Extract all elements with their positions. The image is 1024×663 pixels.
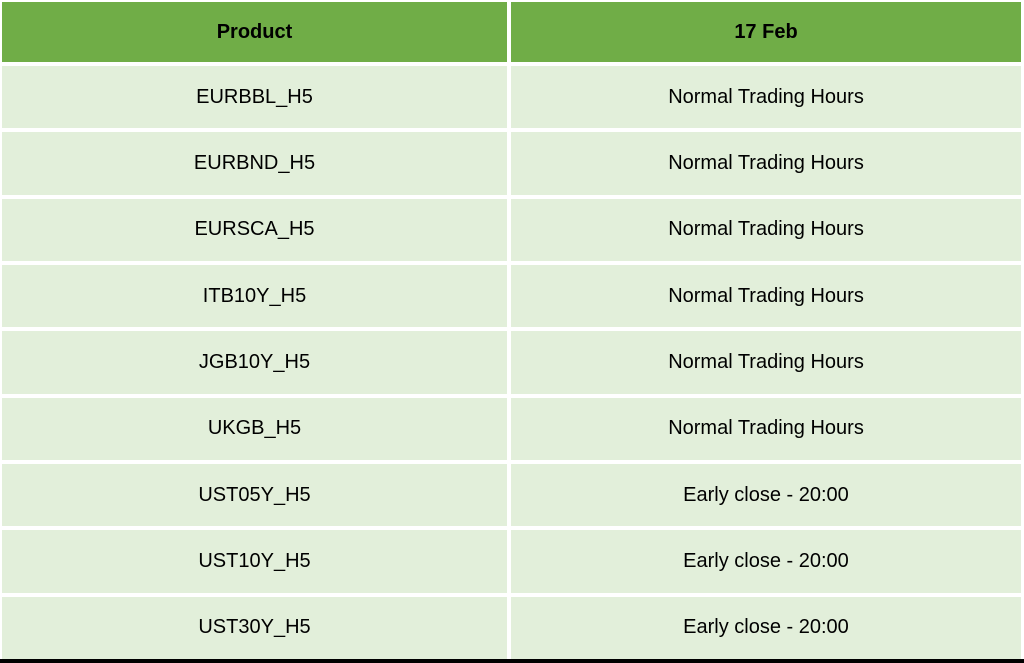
hours-cell: Normal Trading Hours	[511, 66, 1021, 129]
product-cell: EURBBL_H5	[2, 66, 507, 129]
product-cell: UKGB_H5	[2, 397, 507, 460]
hours-cell: Normal Trading Hours	[511, 198, 1021, 261]
bottom-border	[0, 659, 1024, 663]
hours-cell: Early close - 20:00	[511, 530, 1021, 593]
hours-cell: Normal Trading Hours	[511, 331, 1021, 394]
column-header-product: Product	[2, 2, 507, 62]
product-cell: EURBND_H5	[2, 132, 507, 195]
hours-cell: Early close - 20:00	[511, 463, 1021, 527]
column-header-date: 17 Feb	[511, 2, 1021, 62]
hours-cell: Normal Trading Hours	[511, 132, 1021, 195]
hours-cell: Early close - 20:00	[511, 596, 1021, 659]
product-cell: EURSCA_H5	[2, 198, 507, 261]
product-cell: UST30Y_H5	[2, 596, 507, 659]
hours-cell: Normal Trading Hours	[511, 264, 1021, 328]
product-cell: JGB10Y_H5	[2, 331, 507, 394]
product-cell: UST10Y_H5	[2, 530, 507, 593]
product-cell: UST05Y_H5	[2, 463, 507, 527]
product-cell: ITB10Y_H5	[2, 264, 507, 328]
hours-cell: Normal Trading Hours	[511, 397, 1021, 460]
